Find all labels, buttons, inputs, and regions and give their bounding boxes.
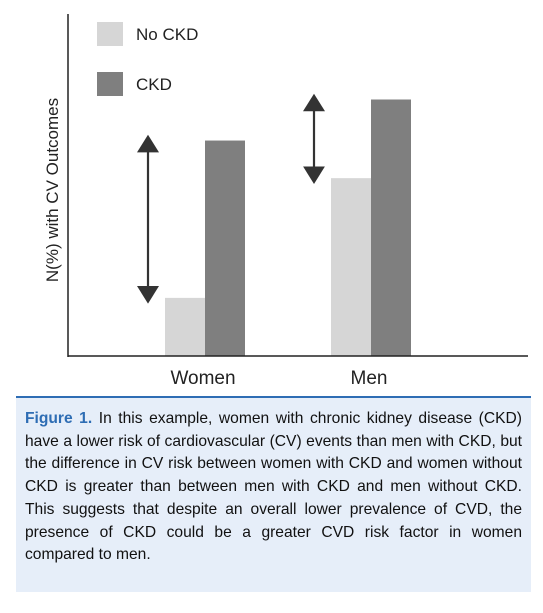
- legend-swatch-no-ckd: [97, 22, 123, 46]
- bar-women-ckd: [205, 140, 245, 356]
- x-tick-label-women: Women: [170, 368, 235, 389]
- legend-label-ckd: CKD: [136, 75, 172, 94]
- legend-label-no-ckd: No CKD: [136, 25, 198, 44]
- x-tick-label-men: Men: [351, 368, 388, 389]
- caption-label: Figure 1.: [25, 410, 93, 427]
- bar-men-ckd: [371, 99, 411, 356]
- legend: No CKD CKD: [97, 22, 198, 96]
- bar-men-no-ckd: [331, 178, 371, 356]
- legend-swatch-ckd: [97, 72, 123, 96]
- bar-women-no-ckd: [165, 297, 205, 356]
- caption-paragraph: Figure 1. In this example, women with ch…: [25, 408, 522, 567]
- y-axis-label: N(%) with CV Outcomes: [43, 98, 62, 282]
- bar-chart: N(%) with CV Outcomes No CKD CKD Women Men: [43, 14, 528, 389]
- figure-caption: Figure 1. In this example, women with ch…: [16, 396, 531, 592]
- caption-text: In this example, women with chronic kidn…: [25, 410, 522, 564]
